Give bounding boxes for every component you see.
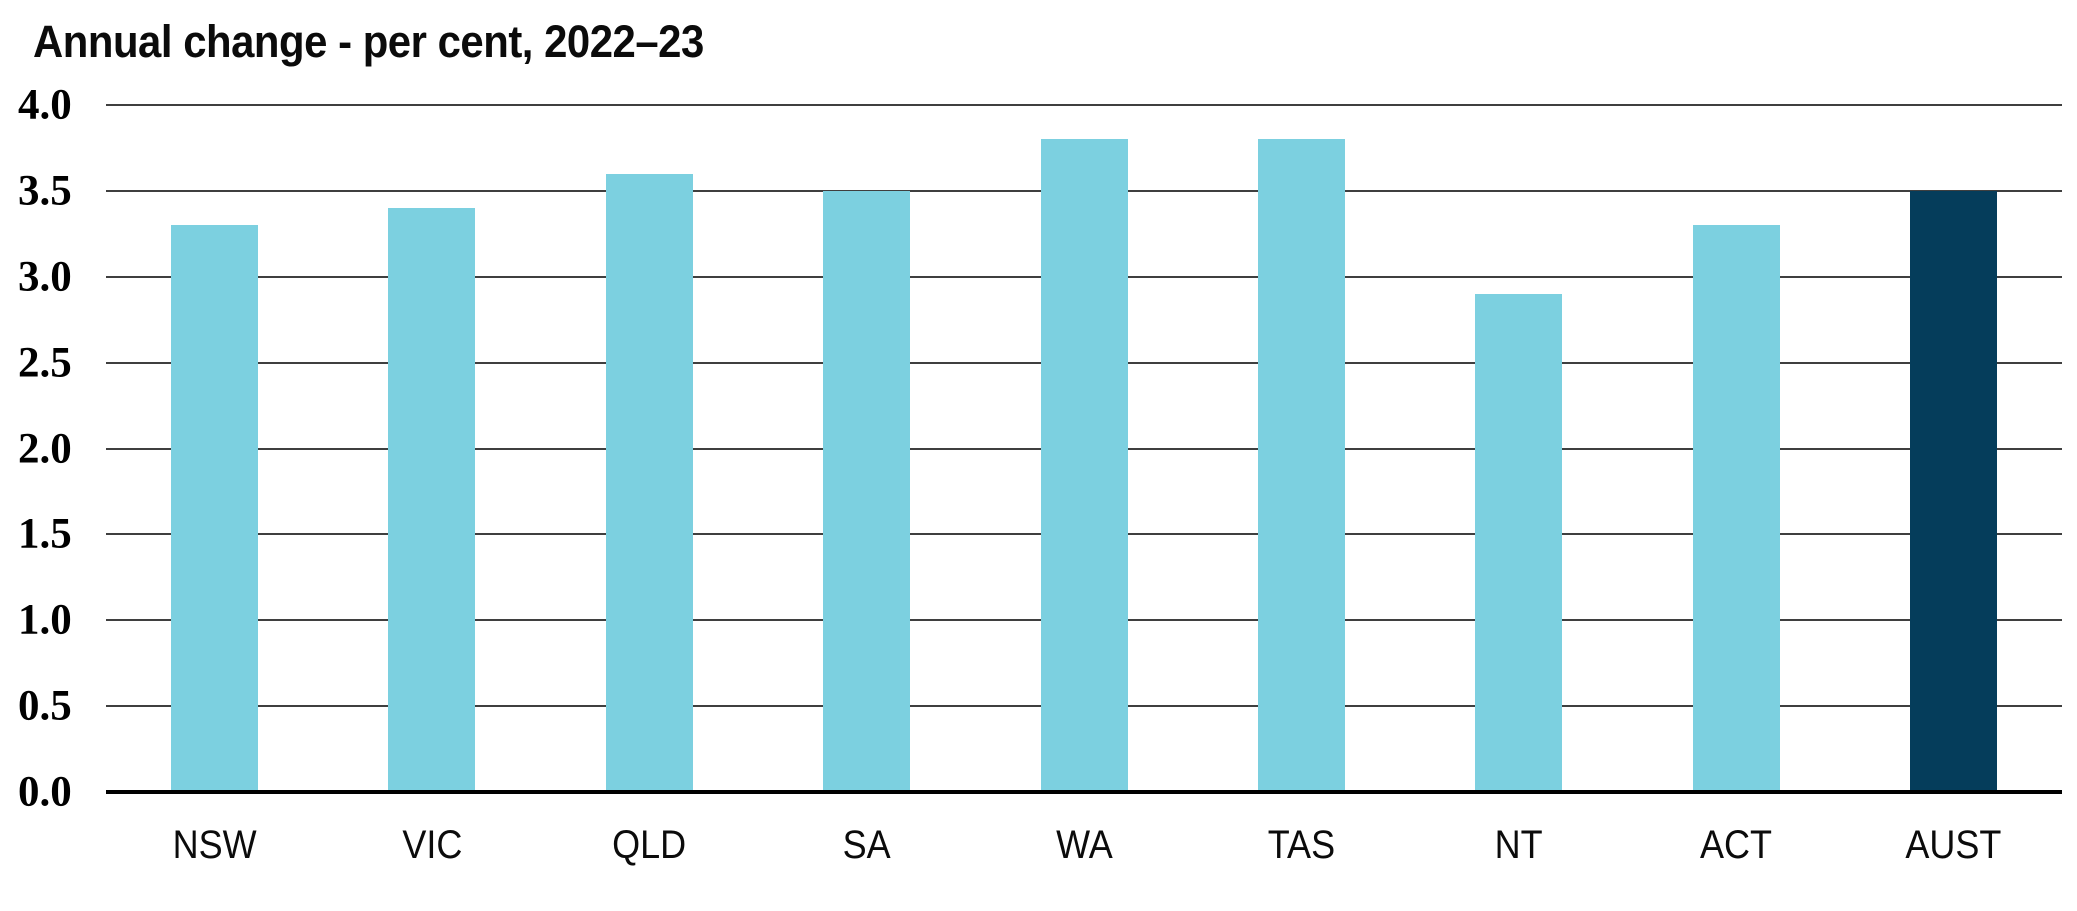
bar-nt: [1475, 293, 1563, 792]
x-tick-label-text: AUST: [1905, 823, 2002, 867]
bar-aust: [1909, 190, 1997, 792]
y-tick-label-1.5: 1.5: [18, 510, 72, 558]
x-tick-label-text: NT: [1494, 823, 1543, 867]
bar-wa: [1040, 139, 1128, 792]
x-tick-label-text: SA: [842, 823, 891, 867]
x-tick-label-text: QLD: [612, 823, 687, 867]
x-tick-label-text: NSW: [172, 823, 257, 867]
plot-area: [106, 104, 2062, 794]
y-tick-label-2.5: 2.5: [18, 339, 72, 387]
bar-sa: [823, 190, 911, 792]
gridline-4.0: [106, 104, 2062, 106]
x-axis: NSW VIC QLD SA WA TAS NT ACT AUST: [106, 792, 2062, 892]
x-tick-label-text: TAS: [1267, 823, 1335, 867]
x-tick-label-aust: AUST: [1843, 820, 2063, 870]
y-tick-label-0.0: 0.0: [18, 768, 72, 816]
x-tick-label-text: ACT: [1700, 823, 1772, 867]
x-axis-baseline: [106, 790, 2062, 794]
x-tick-label-sa: SA: [757, 820, 977, 870]
x-tick-label-text: VIC: [401, 823, 462, 867]
chart-title: Annual change - per cent, 2022–23: [33, 16, 704, 67]
x-tick-label-act: ACT: [1626, 820, 1846, 870]
x-tick-label-tas: TAS: [1191, 820, 1411, 870]
y-tick-label-0.5: 0.5: [18, 682, 72, 730]
x-tick-label-qld: QLD: [539, 820, 759, 870]
bar-qld: [605, 173, 693, 792]
x-tick-label-wa: WA: [974, 820, 1194, 870]
bar-act: [1692, 225, 1780, 792]
y-axis: 0.0 0.5 1.0 1.5 2.0 2.5 3.0 3.5 4.0: [0, 82, 106, 816]
bar-nsw: [171, 225, 259, 792]
y-tick-label-4.0: 4.0: [18, 81, 72, 129]
bar-vic: [388, 208, 476, 792]
bar-tas: [1257, 139, 1345, 792]
y-tick-label-1.0: 1.0: [18, 596, 72, 644]
x-tick-label-vic: VIC: [322, 820, 542, 870]
y-tick-label-2.0: 2.0: [18, 425, 72, 472]
y-tick-label-3.5: 3.5: [18, 167, 72, 215]
x-tick-label-text: WA: [1055, 823, 1113, 867]
y-tick-label-3.0: 3.0: [18, 253, 72, 301]
x-tick-label-nt: NT: [1409, 820, 1629, 870]
x-tick-label-nsw: NSW: [105, 820, 325, 870]
